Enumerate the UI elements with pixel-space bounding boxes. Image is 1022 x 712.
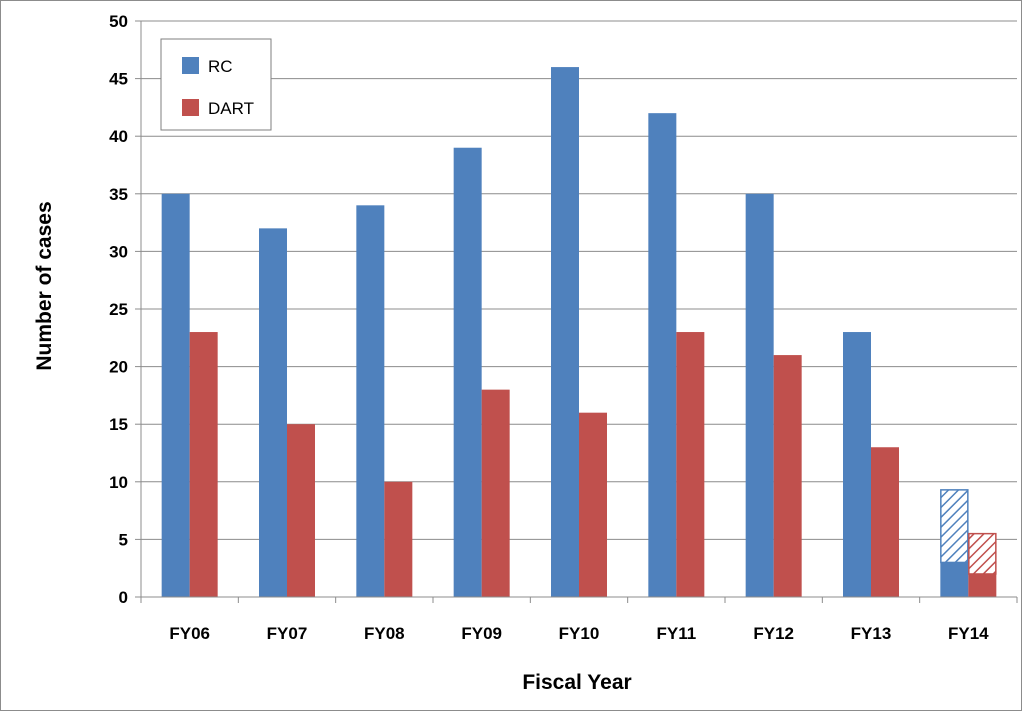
x-tick-label: FY08	[364, 624, 405, 643]
x-tick-label: FY07	[267, 624, 308, 643]
bar-rc-fy14-projected	[940, 489, 969, 564]
y-tick-label: 10	[109, 473, 128, 492]
bar-dart-fy10	[579, 412, 607, 597]
x-tick-label: FY11	[656, 624, 696, 643]
bar-dart-fy13	[871, 447, 899, 597]
x-tick-label: FY09	[461, 624, 502, 643]
x-tick-labels: FY06 FY07 FY08 FY09 FY10 FY11 FY12 FY13 FY14	[169, 624, 989, 643]
y-tick-label: 15	[109, 415, 128, 434]
x-tick-label: FY12	[753, 624, 794, 643]
bars	[161, 67, 997, 598]
y-tick-label: 35	[109, 185, 128, 204]
y-tick-label: 45	[109, 70, 128, 89]
y-tick-label: 25	[109, 300, 128, 319]
bar-rc-fy06	[161, 193, 190, 598]
bar-dart-fy12	[773, 355, 802, 597]
y-tick-label: 20	[109, 358, 128, 377]
legend-label-rc: RC	[208, 57, 233, 76]
bar-dart-fy14	[968, 573, 997, 597]
x-tick-label: FY14	[948, 624, 989, 643]
bar-rc-fy07	[259, 228, 287, 598]
legend-box	[160, 38, 272, 131]
y-tick-labels: 0 5 10 15 20 25 30 35 40 45 50	[109, 12, 141, 607]
bar-rc-fy10	[551, 67, 579, 597]
bar-dart-fy14-projected	[968, 532, 997, 575]
legend-swatch-dart	[182, 99, 199, 116]
bar-rc-fy13	[843, 332, 871, 597]
bar-dart-fy06	[189, 332, 218, 597]
y-tick-label: 50	[109, 12, 128, 31]
x-tick-label: FY10	[559, 624, 600, 643]
bar-dart-fy07	[287, 424, 315, 597]
y-tick-label: 30	[109, 242, 128, 261]
bar-rc-fy09	[453, 147, 482, 597]
bar-dart-fy11	[676, 332, 705, 597]
bar-dart-fy08	[384, 481, 413, 597]
x-axis-title: Fiscal Year	[522, 671, 631, 694]
bar-rc-fy12	[745, 193, 774, 598]
y-tick-label: 40	[109, 127, 128, 146]
legend-label-dart: DART	[208, 99, 254, 118]
bar-rc-fy14	[940, 562, 969, 597]
bar-dart-fy09	[481, 389, 510, 597]
y-axis-title: Number of cases	[33, 201, 56, 370]
bar-rc-fy08	[356, 205, 385, 597]
y-tick-label: 5	[119, 530, 128, 549]
legend-swatch-rc	[182, 57, 199, 74]
bar-rc-fy11	[648, 113, 677, 597]
y-tick-label: 0	[119, 588, 128, 607]
x-tick-label: FY06	[169, 624, 210, 643]
x-tick-label: FY13	[851, 624, 892, 643]
legend: RC DART	[160, 38, 272, 131]
